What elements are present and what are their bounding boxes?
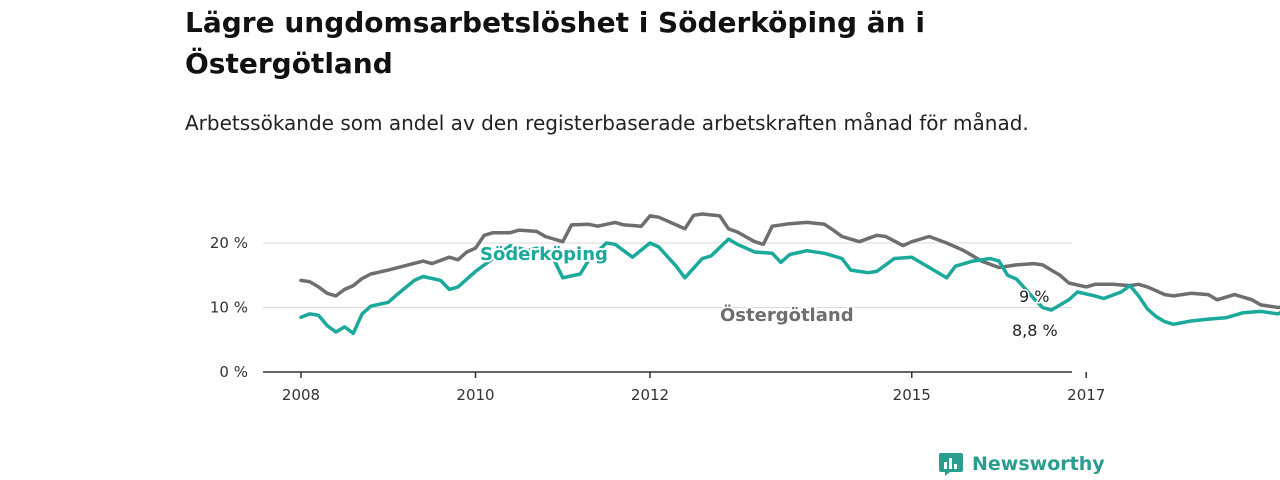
newsworthy-brand[interactable]: Newsworthy <box>938 449 1105 479</box>
newsworthy-logo-icon <box>939 453 963 476</box>
chart-title: Lägre ungdomsarbetslöshet i Söderköping … <box>185 6 925 80</box>
series-label-soderkoping: Söderköping <box>480 244 608 265</box>
y-tick-label: 0 % <box>219 363 248 381</box>
series-label-ostergotland: Östergötland <box>720 304 854 326</box>
y-tick-label: 20 % <box>210 234 248 252</box>
x-tick-label: 2017 <box>1067 386 1105 404</box>
series-labels: Söderköping Östergötland 9 % 8,8 % <box>478 242 1059 342</box>
x-tick-label: 2012 <box>631 386 669 404</box>
x-tick-label: 2008 <box>282 386 320 404</box>
series-line--sterg-tland <box>299 212 1280 310</box>
series-lines <box>299 212 1280 336</box>
x-axis: 20082010201220152017202020222024 <box>263 371 1105 404</box>
grid-lines <box>263 242 1072 308</box>
series-line-s-derk-ping <box>299 237 1280 336</box>
y-axis-tick-labels: 0 % 10 % 20 % <box>210 234 248 381</box>
brand-name: Newsworthy <box>972 453 1105 475</box>
chart-subtitle: Arbetssökande som andel av den registerb… <box>185 111 1029 135</box>
x-tick-label: 2015 <box>893 386 931 404</box>
x-tick-label: 2010 <box>456 386 494 404</box>
y-tick-label: 10 % <box>210 299 248 317</box>
series-end-value-label: 9 % <box>1019 287 1049 306</box>
series-end-value-label: 8,8 % <box>1012 321 1058 340</box>
